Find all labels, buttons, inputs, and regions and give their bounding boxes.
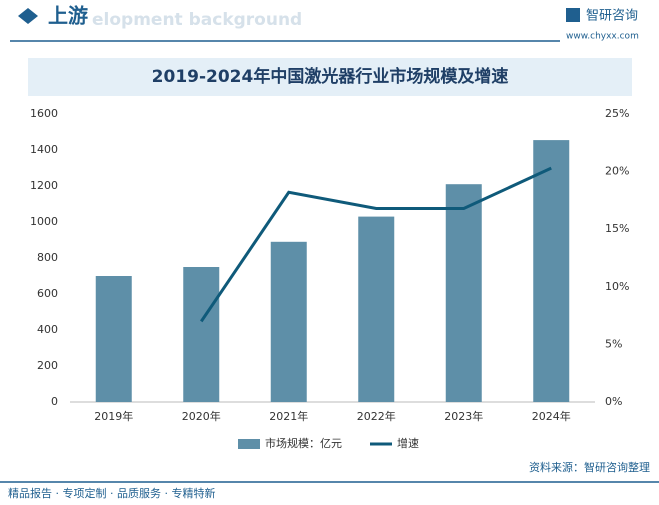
header-icon [18,8,38,24]
logo-icon [566,8,580,22]
y2-tick-label: 20% [605,165,629,178]
x-tick-label: 2019年 [94,409,133,423]
bar [358,216,395,402]
x-tick-label: 2022年 [357,409,396,423]
bar [95,276,132,402]
line [200,166,552,323]
background-text: elopment background [92,10,302,30]
x-tick-label: 2023年 [444,409,483,423]
y2-tick-label: 5% [605,337,622,350]
legend-label: 增速 [397,436,419,450]
legend-label: 市场规模：亿元 [265,436,342,450]
source: 资料来源：智研咨询整理 [529,460,650,474]
bar [270,241,307,402]
y2-tick-label: 25% [605,107,629,120]
title-band [28,58,632,96]
x-tick-label: 2024年 [532,409,571,423]
y-tick-label: 400 [37,323,58,336]
section-title: 上游 [48,4,88,28]
brand: 智研咨询 [586,9,638,24]
y-tick-label: 1000 [30,215,58,228]
y-tick-label: 200 [37,359,58,372]
y-tick-label: 1200 [30,179,58,192]
bar [445,184,482,402]
y-tick-label: 1400 [30,143,58,156]
footer-services: 精品报告 · 专项定制 · 品质服务 · 专精特新 [8,486,215,500]
y2-tick-label: 15% [605,222,629,235]
legend-swatch [238,439,260,449]
url: www.chyxx.com [566,32,639,42]
y-tick-label: 1600 [30,107,58,120]
bar [533,140,570,402]
y-tick-label: 800 [37,251,58,264]
y2-tick-label: 10% [605,280,629,293]
y-tick-label: 600 [37,287,58,300]
x-tick-label: 2020年 [182,409,221,423]
y-tick-label: 0 [51,395,58,408]
chart-title: 2019-2024年中国激光器行业市场规模及增速 [152,66,509,87]
x-tick-label: 2021年 [269,409,308,423]
y2-tick-label: 0% [605,395,622,408]
bar [183,267,220,402]
